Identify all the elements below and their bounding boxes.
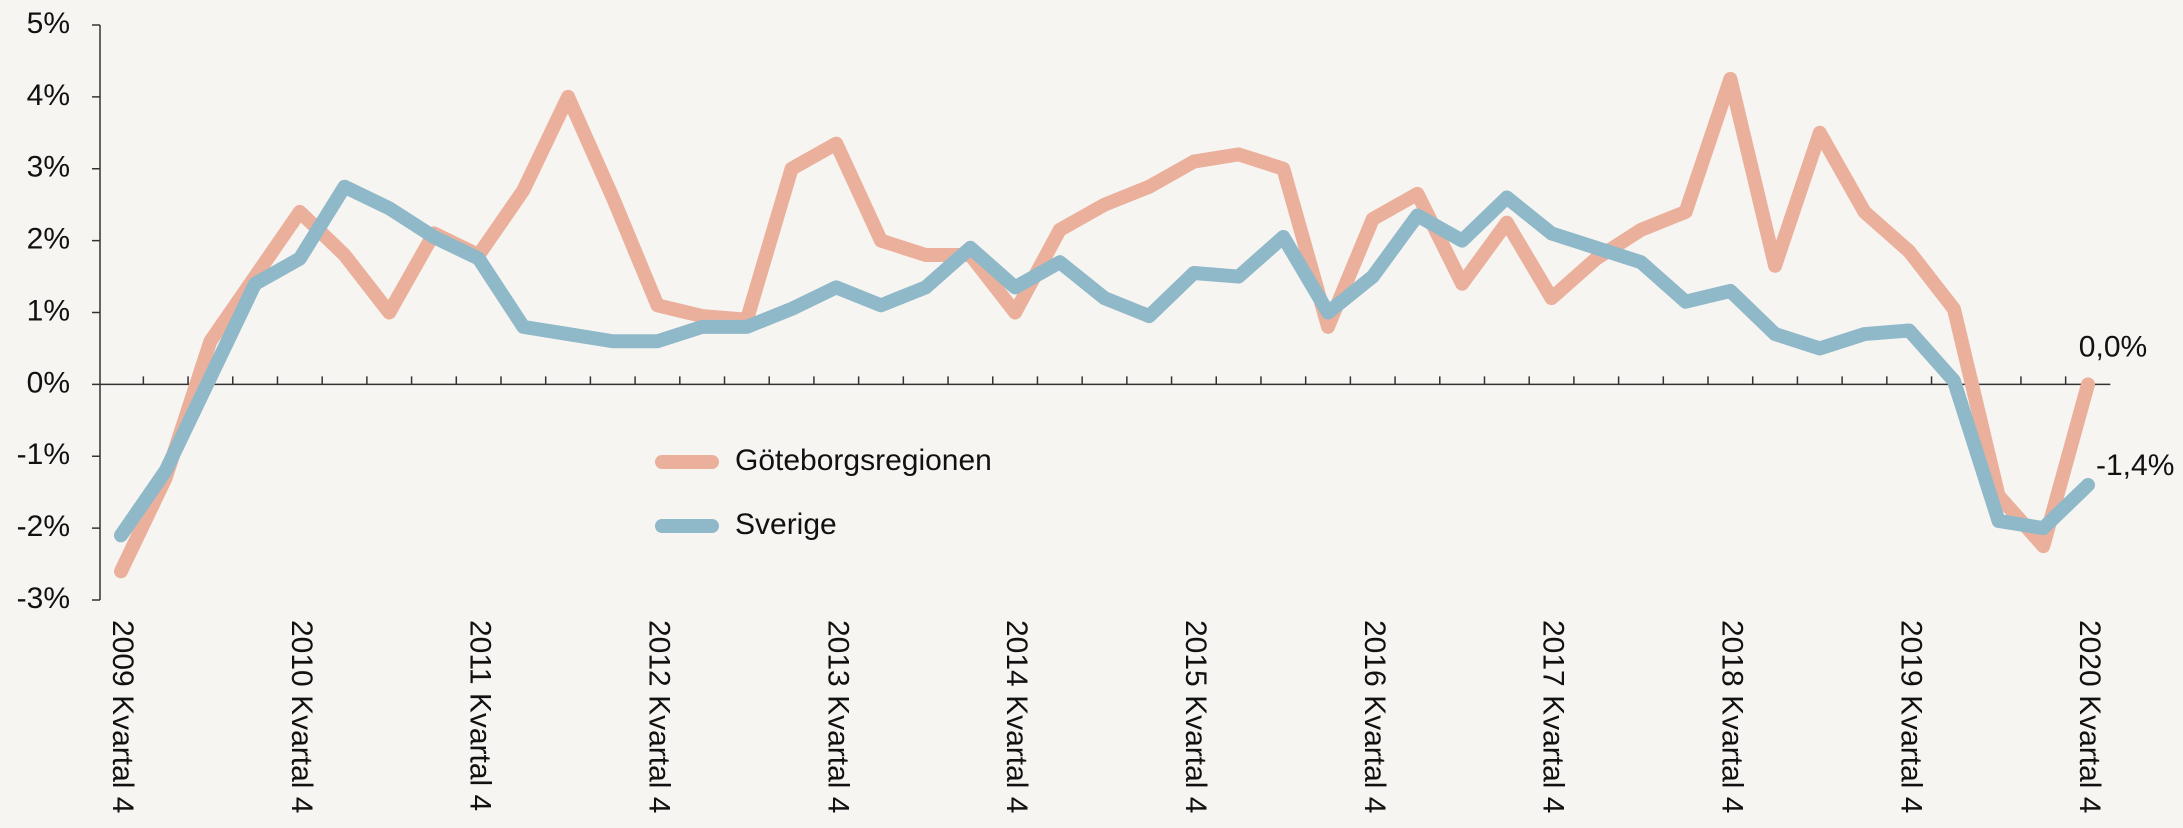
legend-label: Sverige — [735, 508, 837, 541]
x-tick-label: 2018 Kvartal 4 — [1715, 620, 1748, 813]
series-line — [114, 71, 2095, 579]
x-tick-label: 2016 Kvartal 4 — [1358, 620, 1391, 813]
y-tick-label: 4% — [27, 79, 70, 112]
y-tick-label: -1% — [17, 438, 70, 471]
x-tick-label: 2019 Kvartal 4 — [1894, 620, 1927, 813]
y-tick-label: 5% — [27, 7, 70, 40]
x-tick-label: 2013 Kvartal 4 — [821, 620, 854, 813]
x-tick-label: 2017 Kvartal 4 — [1537, 620, 1570, 813]
y-tick-label: 2% — [27, 223, 70, 256]
series-line — [114, 179, 2095, 543]
value-label: 0,0% — [2079, 330, 2147, 363]
x-tick-label: 2012 Kvartal 4 — [643, 620, 676, 813]
y-tick-label: 1% — [27, 294, 70, 327]
x-tick-label: 2009 Kvartal 4 — [106, 620, 139, 813]
x-tick-label: 2015 Kvartal 4 — [1179, 620, 1212, 813]
x-tick-label: 2014 Kvartal 4 — [1000, 620, 1033, 813]
y-tick-label: -3% — [17, 582, 70, 615]
y-tick-label: -2% — [17, 510, 70, 543]
y-tick-label: 3% — [27, 151, 70, 184]
value-label: -1,4% — [2096, 449, 2174, 482]
x-tick-label: 2010 Kvartal 4 — [285, 620, 318, 813]
y-tick-label: 0% — [27, 366, 70, 399]
legend-label: Göteborgsregionen — [735, 444, 992, 477]
x-tick-label: 2020 Kvartal 4 — [2073, 620, 2106, 813]
x-tick-label: 2011 Kvartal 4 — [464, 620, 497, 811]
